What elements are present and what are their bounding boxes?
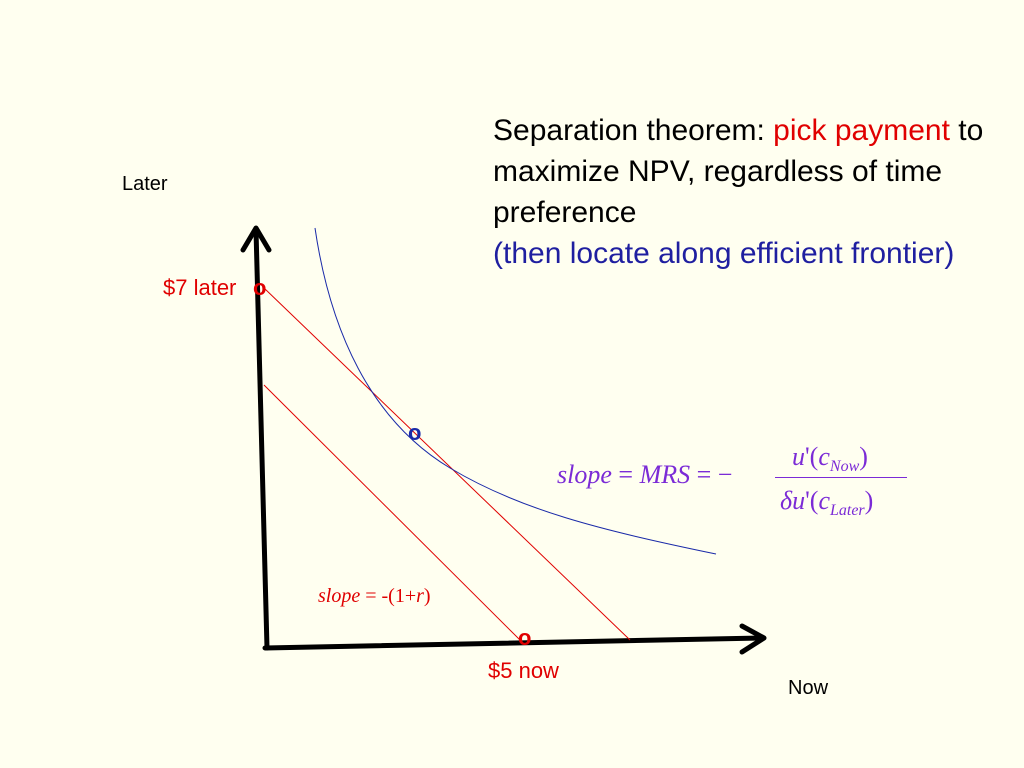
den-close: ) [864, 486, 874, 515]
num-u: u [792, 442, 805, 471]
tangency-marker: o [408, 420, 422, 445]
budget-line-outer [263, 287, 631, 641]
formula-eq2: = − [696, 460, 733, 489]
x-axis-arrowhead [739, 623, 767, 655]
formula-mrs: MRS [639, 460, 691, 489]
den-u: u [792, 486, 806, 515]
mrs-formula: slope = MRS = − [557, 460, 732, 490]
title-highlight: pick payment [773, 114, 950, 147]
five-now-marker: o [518, 625, 532, 650]
slope-word: slope [318, 585, 361, 607]
num-c: c [818, 442, 830, 471]
formula-slope: slope [557, 460, 612, 489]
seven-later-label: $7 later [163, 275, 237, 300]
seven-later-marker: o [253, 275, 267, 300]
title-text-2: to maximize NPV, regardless of time pref… [493, 114, 984, 229]
title-note: (then locate along efficient frontier) [493, 237, 955, 270]
den-delta: δ [780, 486, 793, 515]
den-sub: Later [829, 502, 865, 520]
budget-slope-label: slope = -(1+r) [318, 585, 431, 608]
indifference-curve [314, 227, 717, 555]
fraction-bar [775, 477, 907, 478]
budget-line-inner [263, 384, 521, 641]
y-axis [253, 227, 270, 651]
slope-eq: = -(1+ [360, 585, 417, 607]
num-close: ) [859, 442, 868, 471]
title-text-1: Separation theorem: [493, 114, 774, 147]
y-axis-label: Later [122, 173, 168, 195]
num-prime: '( [805, 442, 819, 471]
formula-denominator: δu'(cLater) [780, 486, 873, 520]
formula-eq1: = [618, 460, 634, 489]
num-sub: Now [829, 458, 860, 476]
slope-close: ) [423, 585, 431, 607]
slope-r: r [416, 585, 424, 607]
den-prime: '( [805, 486, 819, 515]
y-axis-arrowhead [240, 225, 272, 253]
x-axis [262, 635, 765, 651]
x-axis-label: Now [788, 677, 829, 699]
formula-numerator: u'(cNow) [792, 442, 868, 476]
title-block: Separation theorem: pick payment to maxi… [493, 110, 993, 274]
den-c: c [818, 486, 830, 515]
five-now-label: $5 now [488, 658, 559, 683]
